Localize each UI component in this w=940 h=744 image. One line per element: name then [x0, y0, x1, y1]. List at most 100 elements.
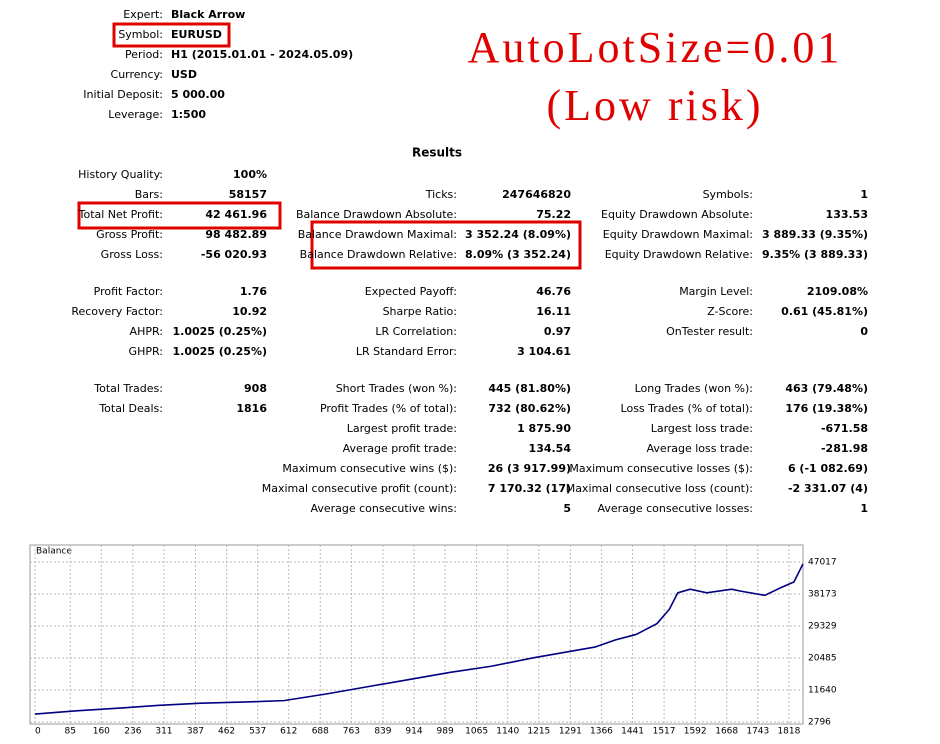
stat-value: 1: [860, 502, 868, 515]
x-tick-label: 311: [155, 727, 172, 737]
stat-value: 3 104.61: [517, 345, 571, 358]
x-tick-label: 1140: [496, 727, 519, 737]
x-tick-label: 1441: [621, 727, 644, 737]
stat-label: OnTester result:: [666, 325, 753, 338]
stat-value: 5: [563, 502, 571, 515]
field-value: EURUSD: [171, 28, 222, 41]
stat-value: 1.0025 (0.25%): [173, 325, 268, 338]
stat-label: History Quality:: [78, 168, 163, 181]
stat-label: AHPR:: [130, 325, 163, 338]
stat-value: 0.97: [544, 325, 571, 338]
stat-label: Largest loss trade:: [651, 422, 753, 435]
stat-value: 10.92: [232, 305, 267, 318]
stat-value: 3 889.33 (9.35%): [762, 228, 868, 241]
field-label: Initial Deposit:: [83, 88, 163, 101]
stat-label: Loss Trades (% of total):: [621, 402, 753, 415]
stat-label: Equity Drawdown Relative:: [605, 248, 753, 261]
stat-value: 133.53: [826, 208, 868, 221]
stat-label: Maximal consecutive loss (count):: [566, 482, 753, 495]
stat-label: Total Trades:: [93, 382, 163, 395]
results-title: Results: [412, 146, 462, 160]
highlight-box: [77, 201, 282, 230]
x-tick-label: 85: [64, 727, 75, 737]
x-tick-label: 236: [124, 727, 141, 737]
chart-title: Balance: [36, 547, 72, 557]
stat-label: Short Trades (won %):: [336, 382, 457, 395]
stat-value: 134.54: [529, 442, 572, 455]
stat-label: Z-Score:: [707, 305, 753, 318]
x-tick-label: 1215: [527, 727, 550, 737]
x-tick-label: 688: [312, 727, 329, 737]
stat-value: 908: [244, 382, 267, 395]
x-tick-label: 1592: [684, 727, 707, 737]
stat-label: Balance Drawdown Relative:: [300, 248, 457, 261]
stat-label: Average consecutive wins:: [310, 502, 457, 515]
stat-value: 16.11: [536, 305, 571, 318]
stat-label: Sharpe Ratio:: [383, 305, 457, 318]
field-label: Expert:: [123, 8, 163, 21]
stat-value: -2 331.07 (4): [788, 482, 868, 495]
field-label: Currency:: [111, 68, 163, 81]
stat-label: Expected Payoff:: [365, 285, 457, 298]
stat-value: 8.09% (3 352.24): [465, 248, 571, 261]
stat-label: Gross Loss:: [101, 248, 163, 261]
stat-label: Total Net Profit:: [78, 208, 163, 221]
stat-label: Balance Drawdown Maximal:: [298, 228, 457, 241]
stat-label: Bars:: [135, 188, 163, 201]
balance-line: [34, 563, 804, 715]
stat-value: 26 (3 917.99): [488, 462, 571, 475]
x-tick-label: 763: [343, 727, 360, 737]
x-tick-label: 1517: [653, 727, 676, 737]
stat-label: Largest profit trade:: [347, 422, 457, 435]
stat-value: 75.22: [536, 208, 571, 221]
stat-value: 1: [860, 188, 868, 201]
x-tick-label: 160: [93, 727, 110, 737]
x-tick-label: 1743: [746, 727, 769, 737]
field-value: 5 000.00: [171, 88, 225, 101]
y-tick-label: 38173: [808, 590, 837, 600]
x-tick-label: 1291: [559, 727, 582, 737]
stat-label: Equity Drawdown Maximal:: [603, 228, 753, 241]
stat-value: -281.98: [821, 442, 868, 455]
x-tick-label: 1065: [465, 727, 488, 737]
field-value: 1:500: [171, 108, 206, 121]
stat-value: 0.61 (45.81%): [781, 305, 868, 318]
stat-label: Maximal consecutive profit (count):: [262, 482, 457, 495]
y-tick-label: 47017: [808, 558, 837, 568]
overlay-line1: AutoLotSize=0.01: [468, 23, 843, 72]
chart-frame: [29, 544, 804, 725]
stat-label: Recovery Factor:: [71, 305, 163, 318]
stat-value: 732 (80.62%): [488, 402, 571, 415]
y-tick-label: 20485: [808, 653, 837, 663]
stat-label: Long Trades (won %):: [635, 382, 753, 395]
field-label: Period:: [125, 48, 163, 61]
x-tick-label: 989: [437, 727, 454, 737]
stat-label: Profit Trades (% of total):: [320, 402, 457, 415]
x-tick-label: 537: [249, 727, 266, 737]
stat-label: Maximum consecutive wins ($):: [282, 462, 457, 475]
highlight-box: [112, 22, 231, 48]
stat-value: 463 (79.48%): [785, 382, 868, 395]
stat-label: Average loss trade:: [647, 442, 753, 455]
stat-value: 1.76: [240, 285, 267, 298]
stat-label: Total Deals:: [98, 402, 163, 415]
stat-value: 98 482.89: [205, 228, 267, 241]
stat-value: 0: [860, 325, 868, 338]
stat-value: 9.35% (3 889.33): [762, 248, 868, 261]
stat-value: 58157: [229, 188, 267, 201]
overlay-line2: (Low risk): [547, 81, 764, 130]
stat-value: 1.0025 (0.25%): [173, 345, 268, 358]
stat-value: 1 875.90: [517, 422, 571, 435]
stat-label: LR Standard Error:: [356, 345, 457, 358]
stat-value: 445 (81.80%): [488, 382, 571, 395]
x-tick-label: 914: [405, 727, 422, 737]
stat-value: 6 (-1 082.69): [788, 462, 868, 475]
highlight-box: [310, 220, 582, 270]
x-tick-label: 612: [280, 727, 297, 737]
stat-label: Ticks:: [425, 188, 457, 201]
stat-value: 247646820: [502, 188, 571, 201]
stat-value: 3 352.24 (8.09%): [465, 228, 571, 241]
stat-label: GHPR:: [129, 345, 163, 358]
x-tick-label: 0: [35, 727, 41, 737]
field-label: Symbol:: [118, 28, 163, 41]
